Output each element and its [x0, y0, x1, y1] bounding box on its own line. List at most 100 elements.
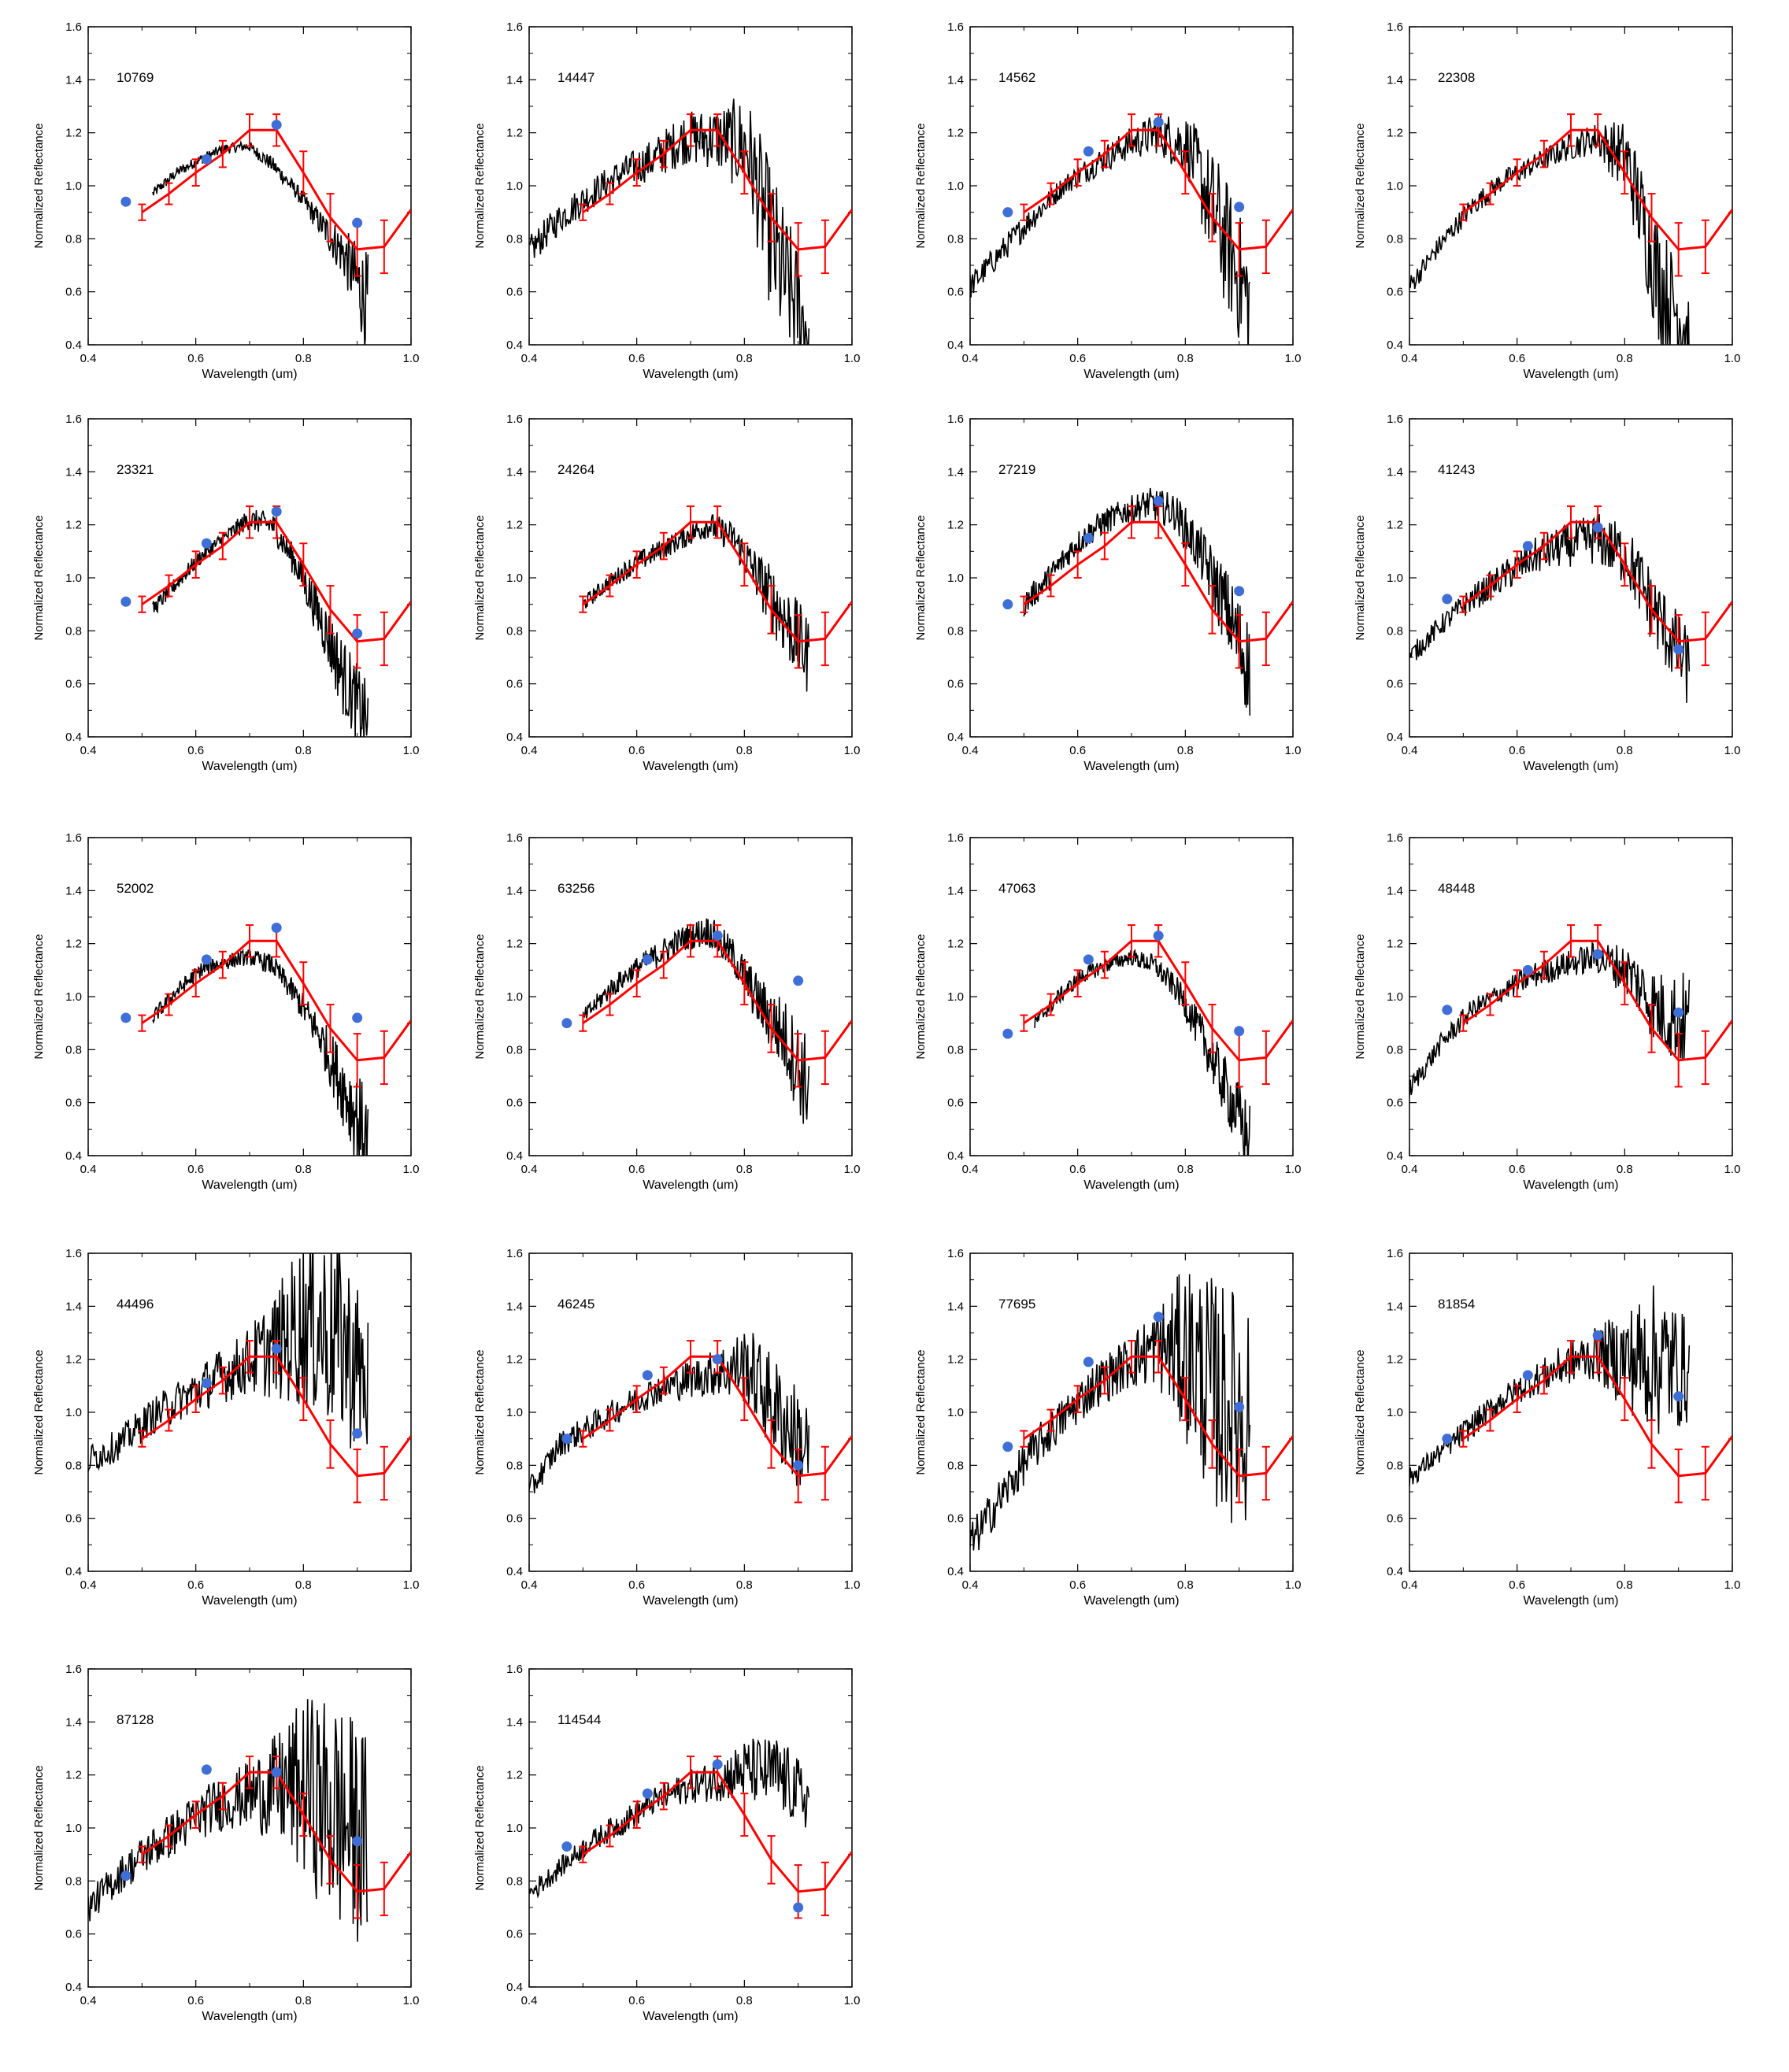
- y-axis-label: Normalized Reflectance: [473, 1765, 487, 1890]
- photometry-point: [1442, 1434, 1453, 1445]
- x-axis-label: Wavelength (um): [202, 1594, 297, 1608]
- panel-114544: 0.4 0.6 0.8 1.0 1.2 1.4 1.6 0.4 0.6 0.8 1.0 Wavelen…: [473, 1663, 860, 2023]
- x-tick-label: 0.4: [521, 352, 538, 365]
- photometry-point: [1083, 1356, 1094, 1367]
- photometry-point: [1153, 495, 1164, 506]
- x-tick-label: 1.0: [403, 352, 420, 365]
- x-axis-label: Wavelength (um): [1523, 1594, 1618, 1608]
- photometry-point: [120, 596, 131, 607]
- y-tick-label: 1.4: [947, 73, 964, 87]
- photometry-point: [1673, 1007, 1684, 1018]
- y-tick-label: 0.8: [506, 1459, 523, 1472]
- y-tick-label: 0.4: [506, 1149, 523, 1163]
- panel-87128: 0.4 0.6 0.8 1.0 1.2 1.4 1.6 0.4 0.6 0.8 1.0 Wavelen…: [32, 1663, 419, 2023]
- photometry-point: [120, 196, 131, 207]
- photometry-point: [642, 1788, 653, 1799]
- x-tick-label: 1.0: [844, 1578, 861, 1592]
- y-tick-label: 1.2: [1387, 127, 1403, 140]
- panel-id-label: 14562: [998, 70, 1035, 85]
- x-tick-label: 0.6: [1509, 744, 1525, 757]
- y-axis-label: Normalized Reflectance: [1354, 1349, 1367, 1474]
- x-tick-label: 0.8: [736, 352, 753, 365]
- panel-48448: 0.4 0.6 0.8 1.0 1.2 1.4 1.6 0.4 0.6 0.8 1.0 Wavelen…: [1354, 831, 1740, 1192]
- y-tick-label: 0.8: [506, 232, 523, 246]
- photometry-point: [352, 1836, 363, 1847]
- y-tick-label: 1.4: [506, 884, 523, 897]
- y-tick-label: 1.2: [65, 519, 82, 532]
- photometry-point: [642, 1370, 653, 1381]
- y-tick-label: 0.4: [506, 1981, 523, 1994]
- x-tick-label: 0.4: [1402, 744, 1418, 757]
- panel-63256: 0.4 0.6 0.8 1.0 1.2 1.4 1.6 0.4 0.6 0.8 1.0 Wavelen…: [473, 831, 860, 1192]
- panel-22308: 0.4 0.6 0.8 1.0 1.2 1.4 1.6 0.4 0.6 0.8 1.0 Wavelen…: [1354, 20, 1740, 381]
- x-axis-label: Wavelength (um): [1083, 1178, 1179, 1192]
- spectrum-line: [582, 514, 810, 692]
- y-tick-label: 1.2: [947, 519, 964, 532]
- y-tick-label: 0.4: [1387, 731, 1403, 744]
- y-tick-label: 0.6: [506, 1512, 523, 1526]
- photometry-point: [1002, 1028, 1013, 1039]
- y-tick-label: 0.6: [506, 286, 523, 299]
- x-tick-label: 0.6: [1509, 1578, 1525, 1592]
- y-tick-label: 1.2: [65, 1353, 82, 1367]
- y-tick-label: 1.4: [506, 1715, 523, 1729]
- spectrum-line: [88, 1699, 369, 1942]
- x-axis-label: Wavelength (um): [643, 1178, 738, 1192]
- photometry-point: [352, 1428, 363, 1439]
- x-axis-label: Wavelength (um): [202, 760, 297, 773]
- x-tick-label: 1.0: [844, 1994, 861, 2007]
- x-tick-label: 0.4: [80, 352, 97, 365]
- y-tick-label: 1.2: [65, 1769, 82, 1782]
- photometry-point: [271, 1343, 282, 1354]
- y-tick-label: 1.6: [65, 20, 82, 34]
- y-tick-label: 1.2: [506, 127, 523, 140]
- photometry-point: [352, 628, 363, 639]
- photometry-point: [793, 1902, 804, 1913]
- y-tick-label: 0.8: [947, 624, 964, 638]
- x-tick-label: 0.6: [187, 1994, 204, 2007]
- photometry-point: [120, 1012, 131, 1023]
- x-tick-label: 0.4: [1402, 352, 1418, 365]
- y-tick-label: 0.8: [1387, 1043, 1403, 1056]
- panel-id-label: 52002: [117, 881, 154, 896]
- x-axis-label: Wavelength (um): [643, 760, 738, 773]
- photometry-point: [271, 922, 282, 933]
- panel-id-label: 14447: [557, 70, 594, 85]
- panel-23321: 0.4 0.6 0.8 1.0 1.2 1.4 1.6 0.4 0.6 0.8 1.0 Wavelen…: [32, 413, 419, 773]
- x-tick-label: 1.0: [844, 352, 861, 365]
- photometry-point: [352, 217, 363, 228]
- x-tick-label: 0.6: [187, 352, 204, 365]
- y-tick-label: 1.6: [1387, 413, 1403, 426]
- photometry-point: [1522, 541, 1533, 552]
- model-curve: [1023, 1355, 1293, 1478]
- y-tick-label: 1.2: [506, 1353, 523, 1367]
- y-tick-label: 0.8: [1387, 624, 1403, 638]
- panel-id-label: 23321: [117, 462, 154, 477]
- y-axis-label: Normalized Reflectance: [1354, 123, 1367, 248]
- y-tick-label: 0.6: [65, 286, 82, 299]
- panel-24264: 0.4 0.6 0.8 1.0 1.2 1.4 1.6 0.4 0.6 0.8 1.0 Wavelen…: [473, 413, 860, 773]
- panel-77695: 0.4 0.6 0.8 1.0 1.2 1.4 1.6 0.4 0.6 0.8 1.0 Wavelen…: [914, 1247, 1301, 1608]
- y-tick-label: 1.6: [506, 1663, 523, 1676]
- y-axis-label: Normalized Reflectance: [32, 1349, 46, 1474]
- y-tick-label: 0.4: [1387, 1565, 1403, 1578]
- photometry-point: [1442, 1005, 1453, 1016]
- photometry-point: [561, 1018, 572, 1029]
- y-tick-label: 0.6: [947, 1097, 964, 1110]
- y-tick-label: 1.0: [65, 179, 82, 193]
- spectrum-line: [152, 139, 369, 345]
- x-tick-label: 0.8: [1617, 352, 1633, 365]
- panel-id-label: 46245: [557, 1297, 594, 1312]
- x-axis-label: Wavelength (um): [643, 1594, 738, 1608]
- panel-id-label: 47063: [998, 881, 1035, 896]
- x-tick-label: 1.0: [1285, 744, 1302, 757]
- y-tick-label: 1.2: [1387, 519, 1403, 532]
- y-tick-label: 0.4: [506, 1565, 523, 1578]
- x-tick-label: 1.0: [1724, 1578, 1741, 1592]
- photometry-point: [1234, 202, 1245, 213]
- y-tick-label: 1.2: [506, 519, 523, 532]
- panel-27219: 0.4 0.6 0.8 1.0 1.2 1.4 1.6 0.4 0.6 0.8 1.0 Wavelen…: [914, 413, 1301, 773]
- y-tick-label: 0.8: [65, 1459, 82, 1472]
- y-tick-label: 0.6: [1387, 1512, 1403, 1526]
